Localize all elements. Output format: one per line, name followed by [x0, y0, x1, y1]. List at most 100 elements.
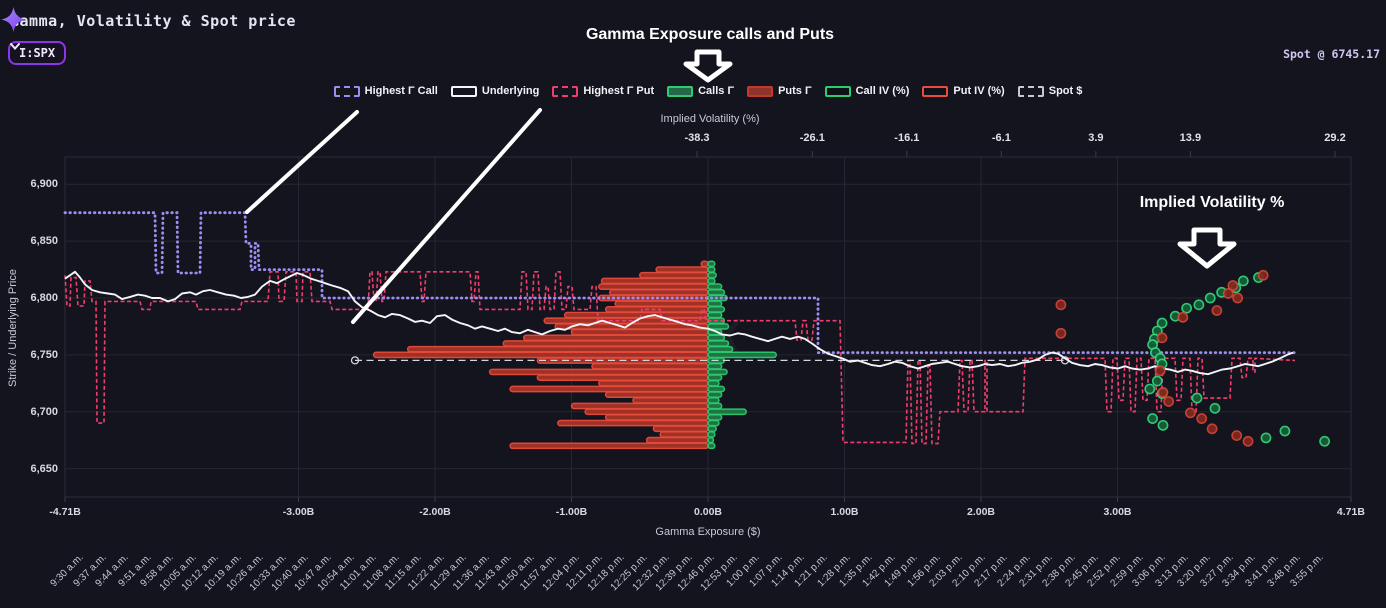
calls-gamma-bar	[707, 402, 723, 410]
page-title: Gamma, Volatility & Spot price	[10, 12, 296, 30]
calls-gamma-bar	[707, 362, 723, 370]
calls-gamma-bar	[707, 385, 726, 393]
legend-label: Puts Γ	[778, 85, 812, 97]
y-tick-label: 6,650	[30, 462, 58, 475]
call-iv-dot	[1147, 413, 1158, 424]
calls-gamma-bar	[707, 374, 723, 381]
legend-item[interactable]: Highest Γ Call	[333, 85, 438, 97]
calls-gamma-bar	[707, 396, 720, 404]
legend-item[interactable]: Highest Γ Put	[552, 85, 654, 97]
sparkle-icon[interactable]	[0, 6, 27, 33]
legend-swatch	[824, 85, 851, 97]
puts-gamma-bar	[659, 431, 709, 438]
call-iv-dot	[1209, 402, 1221, 414]
calls-gamma-bar	[707, 340, 730, 347]
calls-gamma-bar	[707, 311, 723, 319]
y-tick-label: 6,900	[30, 178, 58, 191]
x-tick-label: 0.00B	[693, 506, 723, 518]
call-iv-dot	[1237, 275, 1249, 287]
calls-gamma-bar	[707, 431, 716, 438]
puts-gamma-bar	[655, 266, 709, 273]
spot-price-label: Spot @ 6745.17	[1283, 47, 1380, 61]
underlying-line	[64, 270, 1294, 376]
y-tick-label: 6,850	[30, 235, 58, 248]
legend-item[interactable]: Puts Γ	[747, 85, 812, 97]
legend-label: Put IV (%)	[953, 85, 1005, 97]
puts-gamma-bar	[570, 402, 709, 410]
legend-swatch	[747, 85, 774, 97]
call-iv-dot	[1260, 432, 1272, 444]
y-tick-label: 6,750	[30, 348, 58, 361]
down-arrow-icon	[1177, 227, 1237, 269]
puts-gamma-bar	[614, 300, 709, 308]
symbol-dropdown[interactable]: I:SPX	[8, 41, 67, 65]
puts-gamma-bar	[598, 283, 709, 290]
annotation-pointer-line	[245, 110, 359, 214]
legend-swatch	[1017, 85, 1044, 97]
calls-gamma-bar	[707, 271, 717, 279]
puts-gamma-bar	[522, 334, 709, 342]
puts-gamma-bar	[604, 414, 709, 421]
calls-gamma-bar	[707, 391, 723, 399]
top-tick-label: -6.1	[991, 132, 1011, 144]
put-iv-dot	[1163, 396, 1175, 407]
puts-gamma-bar	[604, 391, 709, 399]
calls-gamma-bar	[707, 288, 726, 296]
puts-gamma-bar	[652, 425, 709, 433]
puts-gamma-bar	[639, 271, 709, 279]
puts-gamma-bar	[598, 379, 709, 387]
x-tick-label: -4.71B	[49, 506, 81, 518]
legend: Highest Γ Call Underlying Highest Γ Put Cal…	[65, 85, 1351, 97]
puts-gamma-bar	[536, 374, 709, 381]
calls-gamma-bar	[707, 425, 717, 433]
puts-gamma-bar	[645, 436, 709, 444]
legend-item[interactable]: Calls Γ	[667, 85, 734, 97]
x-tick-label: 2.00B	[966, 506, 996, 518]
call-iv-dot	[1191, 392, 1203, 404]
call-iv-dot	[1193, 299, 1205, 311]
top-tick-label: -26.1	[799, 132, 825, 144]
puts-gamma-bar	[591, 362, 709, 370]
calls-gamma-bar	[707, 323, 730, 330]
top-tick-label: 13.9	[1179, 132, 1202, 144]
calls-gamma-bar	[707, 419, 720, 427]
puts-gamma-bar	[502, 340, 709, 347]
legend-label: Call IV (%)	[855, 85, 910, 97]
call-iv-dot	[1151, 375, 1163, 387]
call-iv-dot	[1279, 425, 1291, 437]
x-tick-label: -1.00B	[555, 506, 588, 518]
calls-gamma-bar	[707, 379, 720, 387]
legend-item[interactable]: Put IV (%)	[922, 85, 1005, 97]
put-iv-dot	[1231, 430, 1243, 441]
legend-item[interactable]: Call IV (%)	[824, 85, 910, 97]
annotation-pointer-line	[351, 108, 542, 324]
call-iv-dot	[1144, 383, 1156, 395]
down-arrow-icon	[683, 49, 733, 83]
legend-item[interactable]: Underlying	[450, 85, 539, 97]
call-iv-dot	[1204, 292, 1216, 304]
top-tick-label: -38.3	[684, 132, 710, 144]
highest-gamma-call-line	[63, 211, 1299, 355]
calls-gamma-bar	[707, 351, 777, 359]
calls-gamma-bar	[707, 260, 716, 268]
puts-gamma-bar	[509, 442, 709, 450]
put-iv-dot	[1206, 423, 1218, 435]
put-iv-dot	[1222, 288, 1234, 299]
legend-item[interactable]: Spot $	[1017, 85, 1082, 97]
top-axis-title: Implied Volatility (%)	[660, 113, 760, 125]
puts-gamma-bar	[608, 288, 709, 296]
put-iv-dot	[1242, 435, 1254, 447]
calls-gamma-bar	[707, 277, 716, 285]
puts-gamma-bar	[700, 260, 709, 268]
calls-gamma-bar	[707, 436, 715, 444]
puts-gamma-bar	[604, 306, 709, 313]
annotation-gamma-exposure: Gamma Exposure calls and Puts	[585, 26, 835, 43]
call-iv-dot	[1319, 435, 1331, 447]
legend-swatch	[450, 85, 477, 97]
legend-swatch	[922, 85, 949, 97]
y-tick-label: 6,800	[30, 292, 58, 304]
chevron-down-icon	[10, 43, 20, 50]
puts-gamma-bar	[488, 368, 709, 376]
puts-gamma-bar	[372, 351, 709, 359]
